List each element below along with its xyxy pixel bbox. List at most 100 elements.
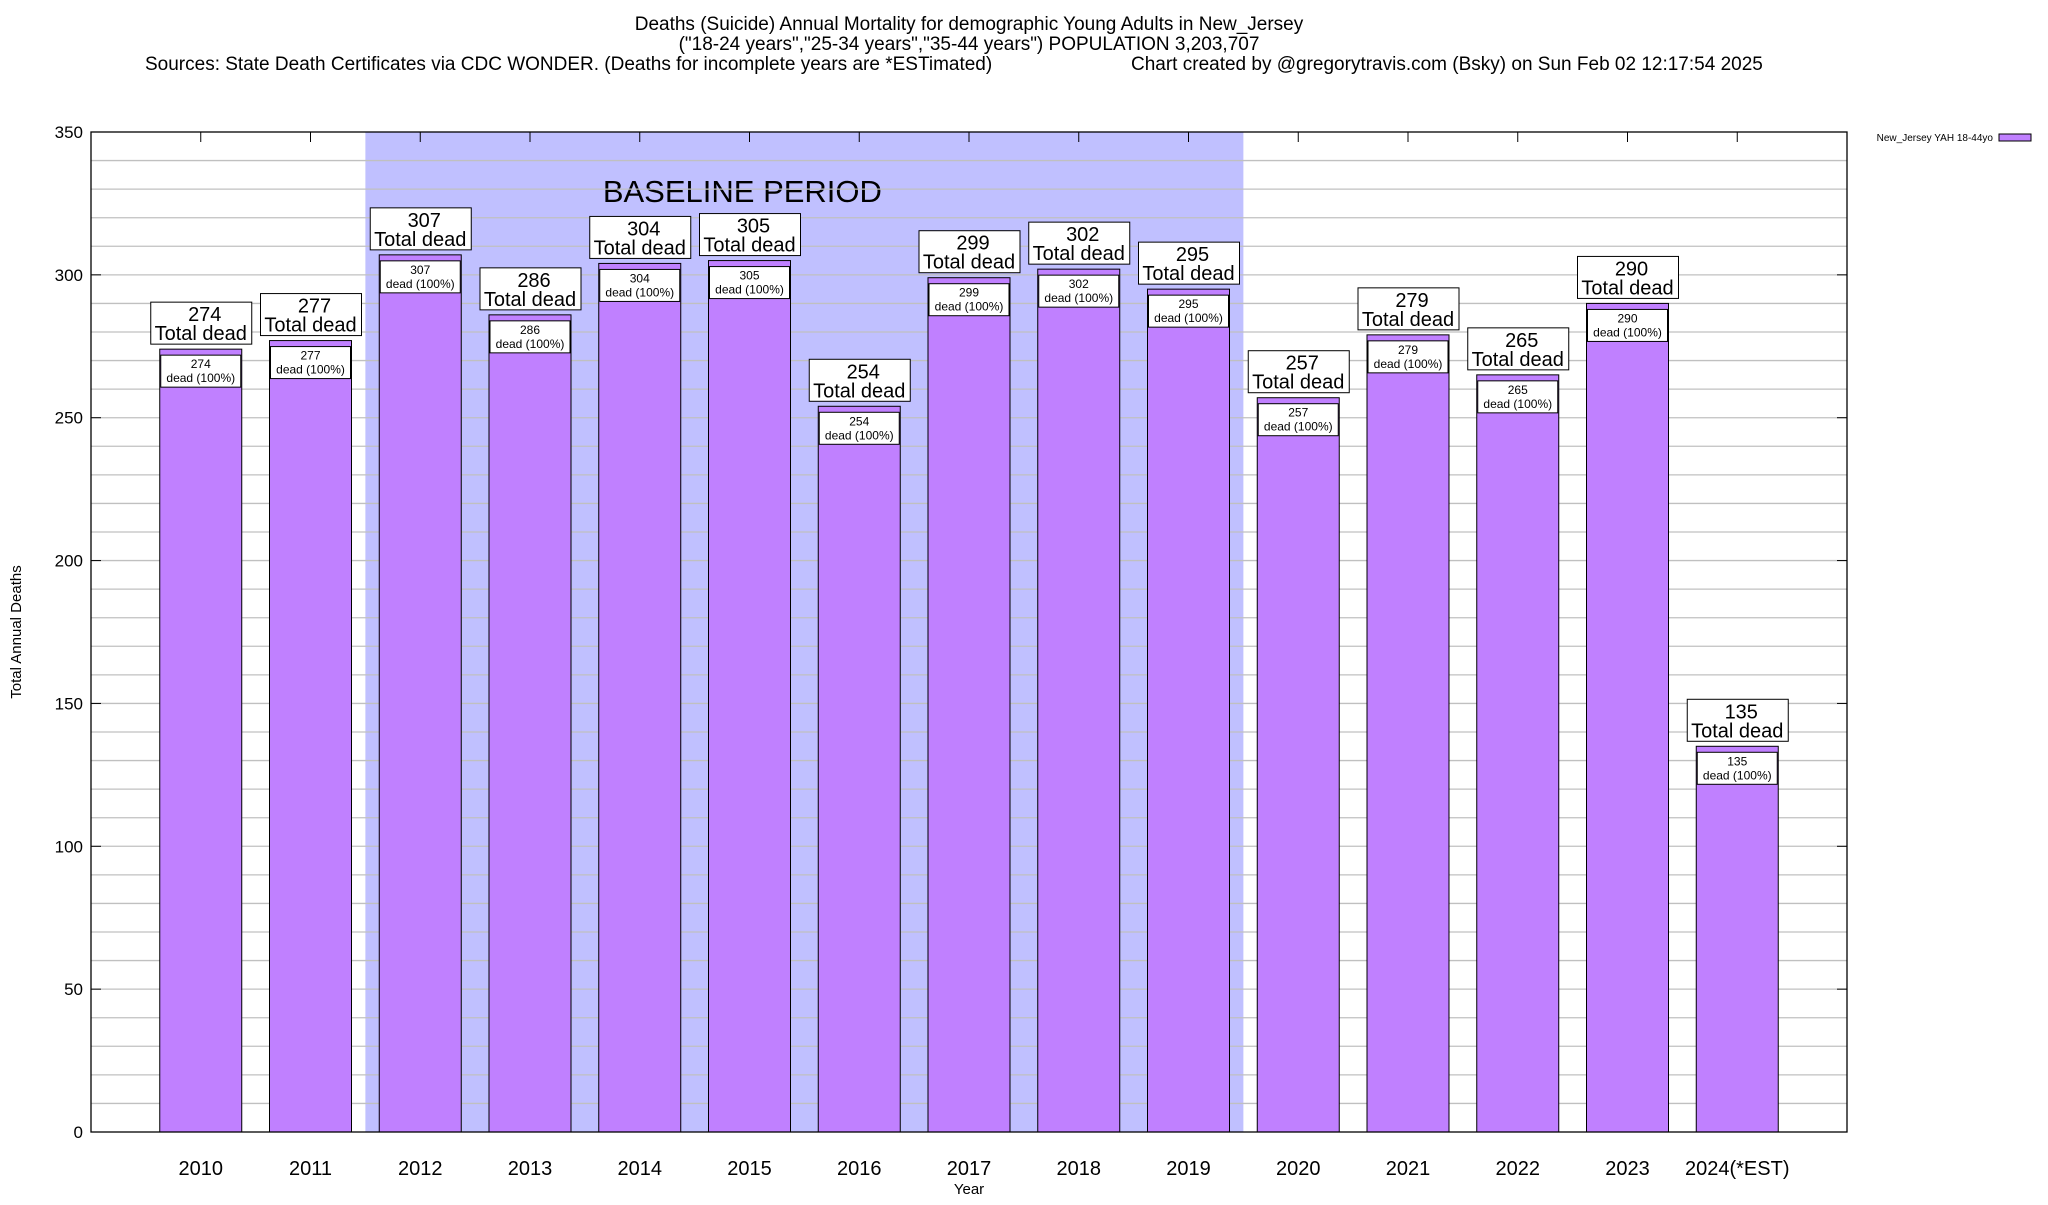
bar-inner-value: 254	[849, 414, 869, 428]
bar-inner-value: 274	[191, 357, 211, 371]
bar-inner-label: dead (100%)	[715, 283, 784, 297]
bar-total-label-box	[1686, 698, 1789, 742]
bar-total-value: 135	[1725, 701, 1758, 723]
bar-inner-label: dead (100%)	[386, 277, 455, 291]
x-tick-label: 2022	[1496, 1158, 1541, 1180]
x-tick-label: 2014	[618, 1158, 663, 1180]
sources-text: Sources: State Death Certificates via CD…	[145, 54, 992, 75]
bar-inner-label-box	[270, 346, 351, 380]
bar-total-label: Total dead	[1142, 263, 1234, 285]
bar-total-label-box	[1467, 327, 1570, 371]
bar-total-label-box	[1138, 241, 1240, 285]
bar-total-label-box	[1028, 221, 1131, 265]
bar-total-value: 295	[1176, 244, 1209, 266]
bar-total-label: Total dead	[484, 289, 576, 311]
bar-total-value: 274	[188, 304, 221, 326]
bar-inner-value: 290	[1617, 311, 1637, 325]
bar-inner-value: 304	[630, 271, 650, 285]
bar-inner-label: dead (100%)	[1483, 397, 1552, 411]
bar-total-label: Total dead	[1581, 277, 1673, 299]
x-tick-label: 2012	[398, 1158, 443, 1180]
bar-inner-label-box	[709, 266, 790, 300]
bar-total-label: Total dead	[155, 323, 247, 345]
bar	[927, 277, 1011, 1133]
bar-inner-label: dead (100%)	[825, 428, 894, 442]
bar-inner-label-box	[1696, 751, 1778, 785]
x-tick-label: 2010	[179, 1158, 224, 1180]
bar-total-value: 277	[298, 296, 331, 318]
legend-label: New_Jersey YAH 18-44yo	[1877, 133, 1994, 144]
bar-inner-value: 286	[520, 323, 540, 337]
bar-inner-label-box	[1367, 340, 1449, 374]
bar-total-label-box	[369, 207, 472, 251]
bar-total-label-box	[1357, 287, 1460, 331]
bar	[1586, 302, 1669, 1133]
bar-total-label-box	[918, 230, 1021, 274]
x-tick-label: 2011	[289, 1158, 332, 1180]
y-tick-label: 250	[55, 409, 83, 428]
bar-inner-value: 295	[1178, 297, 1198, 311]
bar-inner-label: dead (100%)	[276, 363, 345, 377]
bar	[1476, 374, 1560, 1133]
bar-inner-value: 135	[1727, 754, 1747, 768]
x-tick-label: 2019	[1166, 1158, 1211, 1180]
x-tick-label: 2013	[508, 1158, 553, 1180]
bar-total-value: 286	[517, 270, 550, 292]
bar-total-value: 302	[1066, 224, 1099, 246]
bar-total-label-box	[808, 358, 911, 402]
bar-inner-label-box	[1038, 274, 1120, 308]
x-tick-label: 2018	[1057, 1158, 1102, 1180]
bar-total-label: Total dead	[1362, 309, 1454, 331]
bar-inner-value: 279	[1398, 343, 1418, 357]
bar-inner-value: 265	[1508, 383, 1528, 397]
bar-inner-label: dead (100%)	[1044, 291, 1113, 305]
bar	[817, 405, 901, 1133]
bar-total-value: 299	[956, 233, 989, 255]
x-axis-label: Year	[954, 1181, 984, 1198]
bar-inner-label: dead (100%)	[1264, 420, 1333, 434]
bar	[1147, 288, 1230, 1133]
bar	[269, 340, 352, 1133]
credit-text: Chart created by @gregorytravis.com (Bsk…	[1131, 54, 1763, 75]
bar-total-label: Total dead	[1033, 243, 1125, 265]
bar-total-label: Total dead	[1691, 720, 1783, 742]
bar-inner-label-box	[1148, 294, 1229, 328]
bar	[1366, 334, 1450, 1133]
bar-inner-label-box	[160, 354, 242, 388]
bar-total-label-box	[150, 301, 253, 345]
bar-total-label-box	[1577, 255, 1679, 299]
bar-total-value: 254	[847, 361, 880, 383]
y-tick-label: 100	[55, 837, 83, 856]
bar-inner-label-box	[1477, 380, 1559, 414]
bar-total-label: Total dead	[1252, 372, 1344, 394]
bar-inner-label-box	[818, 411, 900, 445]
bar-inner-label: dead (100%)	[1593, 325, 1662, 339]
bar-total-label: Total dead	[594, 237, 686, 259]
x-tick-label: 2021	[1386, 1158, 1431, 1180]
bar-inner-value: 277	[300, 349, 320, 363]
bar-inner-label-box	[599, 268, 681, 302]
bar-inner-label: dead (100%)	[935, 300, 1004, 314]
bar	[1695, 745, 1779, 1133]
bar-inner-value: 302	[1069, 277, 1089, 291]
y-tick-label: 200	[55, 552, 83, 571]
y-tick-label: 350	[55, 123, 83, 142]
baseline-label: BASELINE PERIOD	[603, 174, 882, 209]
bar	[378, 254, 462, 1133]
bar	[708, 260, 791, 1133]
bar-total-label: Total dead	[813, 380, 905, 402]
bar-total-value: 307	[408, 210, 441, 232]
title-line-1: Deaths (Suicide) Annual Mortality for de…	[635, 14, 1304, 35]
bar-total-value: 305	[737, 216, 770, 238]
y-axis-label: Total Annual Deaths	[8, 565, 25, 698]
bar-inner-label-box	[1257, 403, 1339, 437]
bar-total-label-box	[479, 267, 582, 311]
x-tick-label: 2024(*EST)	[1685, 1158, 1790, 1180]
bar	[598, 262, 682, 1133]
bar-inner-value: 299	[959, 286, 979, 300]
x-tick-label: 2023	[1605, 1158, 1650, 1180]
y-tick-label: 50	[64, 980, 83, 999]
y-tick-label: 150	[55, 694, 83, 713]
bar-total-label: Total dead	[264, 315, 356, 337]
